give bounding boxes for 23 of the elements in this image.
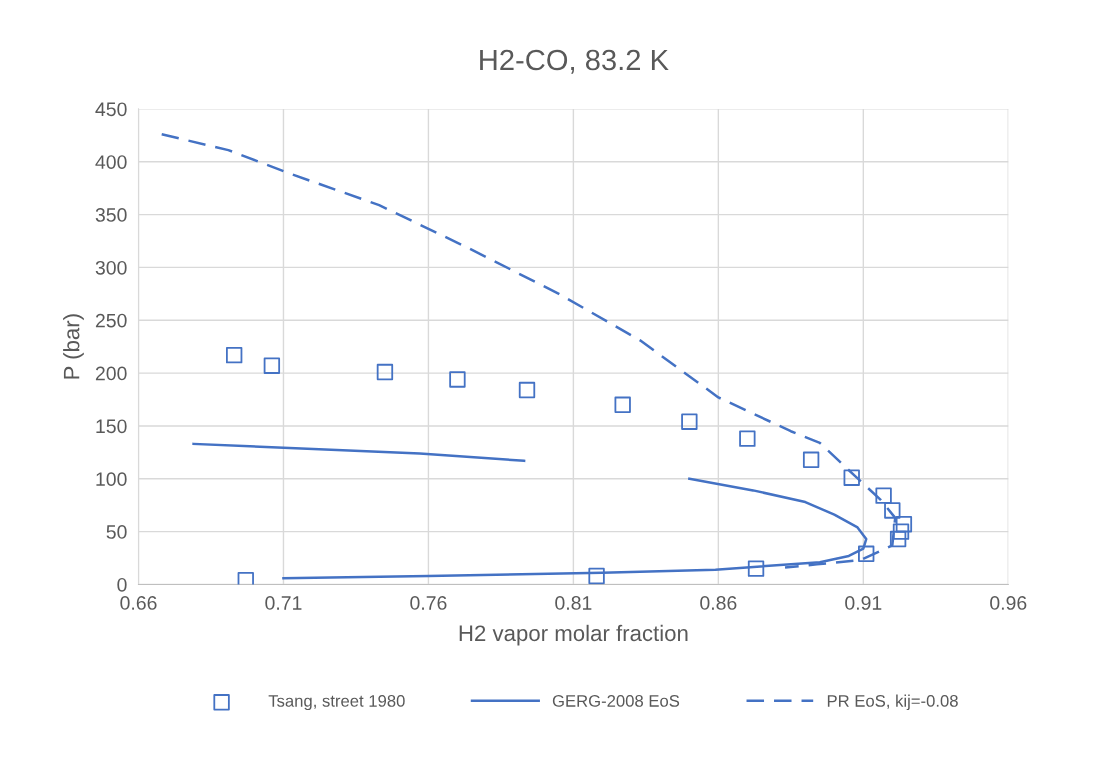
x-tick-label: 0.91 xyxy=(845,596,882,610)
y-axis-title: P (bar) xyxy=(63,314,84,379)
x-tick-label: 0.86 xyxy=(700,596,737,610)
x-axis-title: H2 vapor molar fraction xyxy=(459,624,688,646)
y-tick-label: 350 xyxy=(95,208,127,222)
y-tick-label: 150 xyxy=(96,419,127,434)
y-tick-label: 100 xyxy=(96,472,127,487)
x-tick-label: 0.66 xyxy=(120,596,157,610)
legend-label: Tsang, street 1980 xyxy=(268,695,405,711)
chart-title: H2-CO, 83.2 K xyxy=(480,49,669,74)
x-tick-label: 0.81 xyxy=(555,596,592,610)
legend-label: GERG-2008 EoS xyxy=(552,695,680,707)
y-tick-label: 0 xyxy=(117,577,127,592)
legend-label: PR EoS, kij=-0.08 xyxy=(827,694,958,711)
y-tick-label: 250 xyxy=(95,313,127,328)
y-tick-label: 450 xyxy=(95,102,127,117)
y-tick-label: 200 xyxy=(95,366,127,381)
x-tick-label: 0.71 xyxy=(265,596,302,610)
y-tick-label: 400 xyxy=(95,155,127,169)
x-tick-label: 0.96 xyxy=(990,596,1027,610)
y-tick-label: 50 xyxy=(106,525,127,539)
x-tick-label: 0.76 xyxy=(410,596,447,610)
y-tick-label: 300 xyxy=(95,260,127,275)
